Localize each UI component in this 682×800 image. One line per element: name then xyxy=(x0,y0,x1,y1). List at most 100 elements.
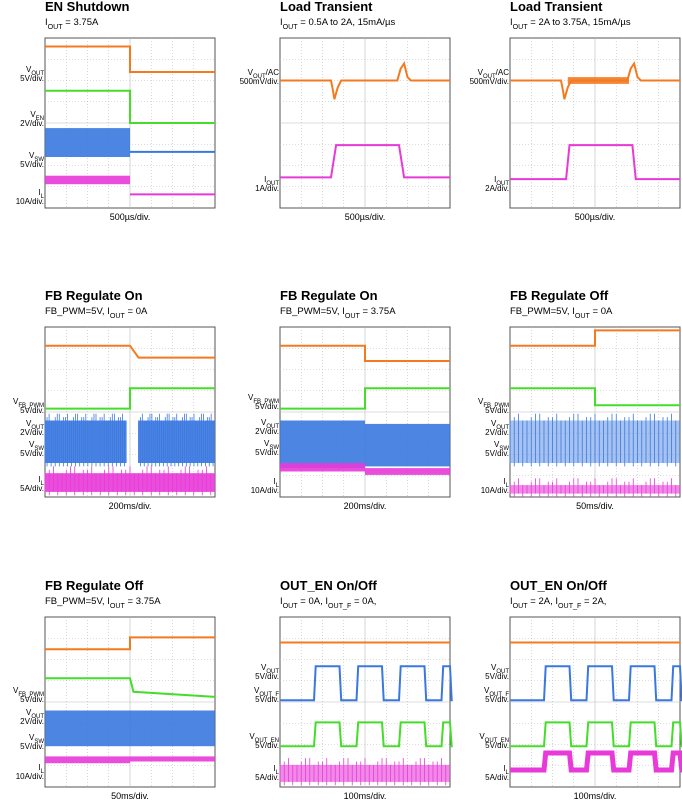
channel-label: IL xyxy=(503,477,509,489)
channel-label: VSW xyxy=(264,439,279,451)
subscript: OUT_F xyxy=(558,602,582,610)
text-run: I xyxy=(38,475,40,484)
text-run: V xyxy=(479,732,485,741)
waveform-band xyxy=(365,423,450,467)
channel-label: 5V/div. xyxy=(255,741,279,750)
text-run: 5A/div. xyxy=(255,773,279,782)
subscript: OUT xyxy=(110,602,126,610)
text-run: I xyxy=(510,17,513,28)
subscript: SW xyxy=(499,446,509,452)
waveform-band xyxy=(130,756,215,762)
channel-label: IOUT xyxy=(264,175,279,187)
text-run: V xyxy=(13,686,19,695)
text-run: 5V/div. xyxy=(20,742,44,751)
waveform-band xyxy=(365,468,450,475)
panel-title: FB Regulate On xyxy=(45,288,143,303)
waveform xyxy=(510,144,680,181)
text-run: = 0.5A to 2A, 15mA/µs xyxy=(298,17,396,28)
text-run: = 2A, xyxy=(581,596,606,607)
text-run: 2A/div. xyxy=(485,184,509,193)
waveform-band xyxy=(567,77,629,84)
subscript: OUT xyxy=(496,669,509,675)
subscript: OUT_EN xyxy=(255,738,279,744)
text-run: V xyxy=(261,418,267,427)
channel-label: IL xyxy=(273,477,279,489)
waveform xyxy=(510,721,682,748)
text-run: 5A/div. xyxy=(485,773,509,782)
time-scale: 200ms/div. xyxy=(344,501,387,511)
panel-subtitle: FB_PWM=5V, IOUT = 3.75A xyxy=(45,596,161,610)
channel-label: VFB_PWM xyxy=(13,686,44,698)
text-run: 5A/div. xyxy=(20,484,44,493)
panel-subtitle: FB_PWM=5V, IOUT = 3.75A xyxy=(280,306,396,320)
channel-label: 2V/div. xyxy=(20,428,44,437)
channel-label: VOUT_F xyxy=(254,686,279,698)
text-run: V xyxy=(478,397,484,406)
text-run: /AC xyxy=(496,68,510,77)
text-run: V xyxy=(248,393,254,402)
waveform xyxy=(510,387,680,407)
channel-label: VSW xyxy=(494,440,509,452)
subscript: SW xyxy=(269,445,279,451)
waveform-band xyxy=(45,756,130,764)
panel-subtitle: FB_PWM=5V, IOUT = 0A xyxy=(510,306,613,320)
text-run: 5V/div. xyxy=(255,741,279,750)
text-run: 5V/div. xyxy=(20,449,44,458)
text-run: 5V/div. xyxy=(255,695,279,704)
time-scale: 500µs/div. xyxy=(575,212,616,222)
channel-label: VFB_PWM xyxy=(13,397,44,409)
waveform-band xyxy=(45,175,130,185)
channel-label: 10A/div. xyxy=(481,486,509,495)
text-run: I xyxy=(273,764,275,773)
panel-subtitle: IOUT = 0.5A to 2A, 15mA/µs xyxy=(280,17,396,31)
time-scale: 200ms/div. xyxy=(109,501,152,511)
text-run: V xyxy=(249,732,255,741)
time-scale: 500µs/div. xyxy=(110,212,151,222)
subscript: L xyxy=(506,483,510,489)
subscript: L xyxy=(41,769,45,775)
channel-label: 2V/div. xyxy=(485,428,509,437)
text-run: 10A/div. xyxy=(251,486,279,495)
subscript: L xyxy=(41,194,45,200)
channel-label: VEN xyxy=(30,110,44,122)
waveform xyxy=(280,61,450,100)
panel-title: Load Transient xyxy=(280,0,373,14)
text-run: 2V/div. xyxy=(20,717,44,726)
subscript: OUT xyxy=(283,23,299,31)
channel-label: IOUT xyxy=(494,175,509,187)
time-scale: 100ms/div. xyxy=(574,791,617,800)
waveform xyxy=(45,636,215,651)
text-run: 10A/div. xyxy=(16,197,44,206)
text-run: 500mV/div. xyxy=(240,77,279,86)
waveform xyxy=(280,387,450,410)
text-run: I xyxy=(494,175,496,184)
text-run: = 3.75A xyxy=(360,306,396,317)
text-run: 2V/div. xyxy=(20,119,44,128)
subscript: FB_PWM xyxy=(18,692,44,698)
subscript: L xyxy=(276,770,280,776)
channel-label: IL xyxy=(38,188,44,200)
text-run: FB_PWM=5V, I xyxy=(280,306,345,317)
channel-label: VOUT xyxy=(261,418,279,430)
text-run: = 0A xyxy=(590,306,613,317)
text-run: V xyxy=(264,439,270,448)
subscript: OUT xyxy=(345,312,361,320)
panel-title: FB Regulate On xyxy=(280,288,378,303)
channel-label: VOUT/AC xyxy=(248,68,280,80)
channel-label: IL xyxy=(503,764,509,776)
text-run: V xyxy=(26,65,32,74)
text-run: 5V/div. xyxy=(485,741,509,750)
text-run: V xyxy=(30,110,36,119)
waveform xyxy=(510,750,682,773)
waveform-band xyxy=(280,463,365,472)
channel-label: 5A/div. xyxy=(20,484,44,493)
text-run: = 0A, I xyxy=(298,596,328,607)
text-run: 5V/div. xyxy=(485,672,509,681)
channel-label: VOUT_EN xyxy=(249,732,279,744)
text-run: V xyxy=(494,440,500,449)
text-run: I xyxy=(503,477,505,486)
